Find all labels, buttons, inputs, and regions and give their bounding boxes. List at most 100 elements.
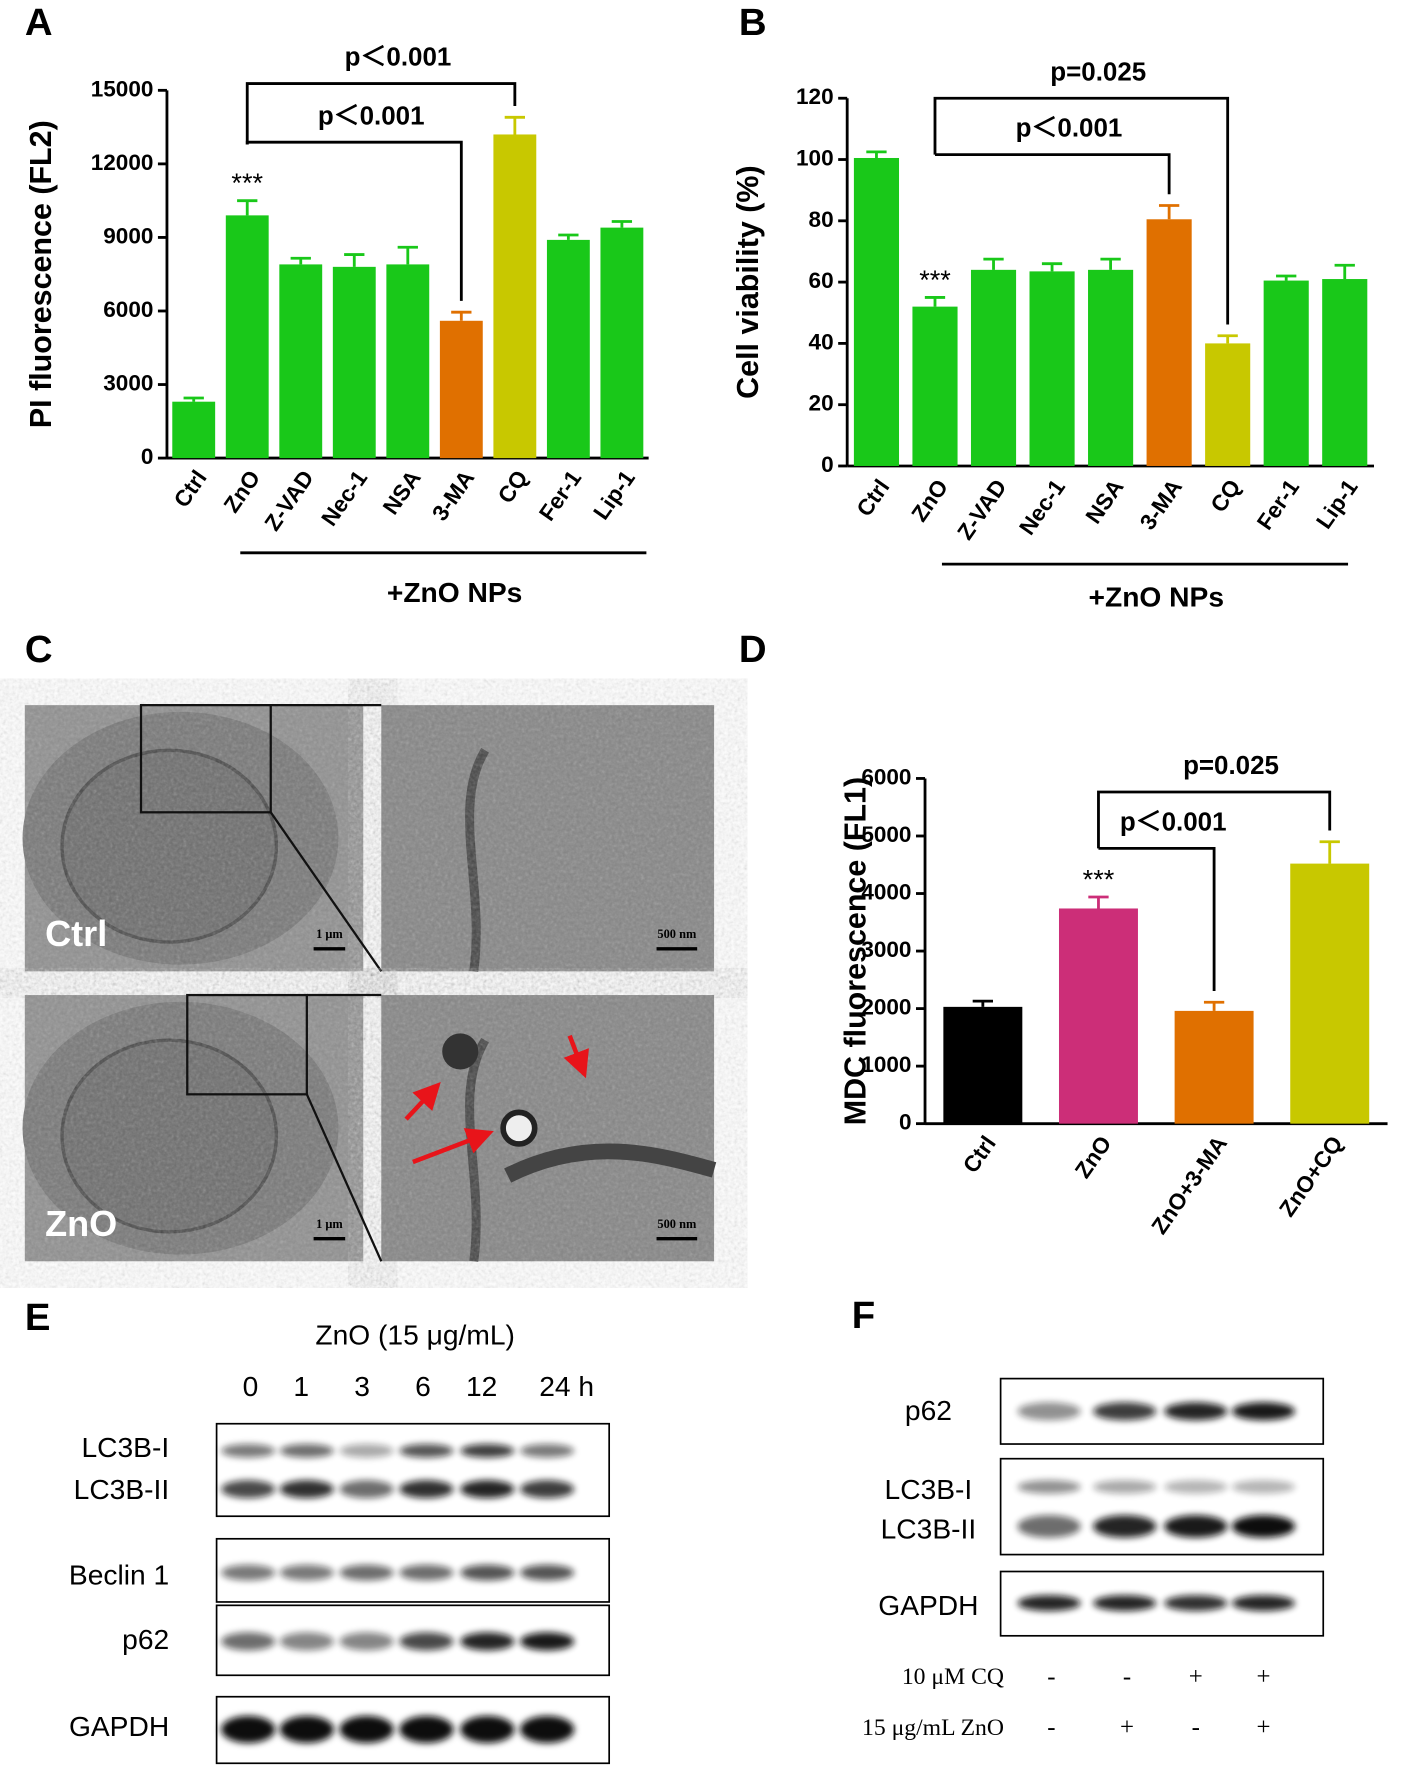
scale-bar-label: 1 μm [316, 1217, 343, 1231]
error-bar [1319, 840, 1340, 864]
p-value: p＜0.001 [1016, 115, 1123, 143]
group-label: +ZnO NPs [387, 576, 522, 608]
x-tick-label: Ctrl [958, 1131, 1001, 1177]
blot-band [520, 1564, 575, 1581]
bar [943, 1006, 1023, 1124]
lane-label: 6 [415, 1370, 431, 1402]
significance-bracket [245, 82, 517, 145]
blot-band [221, 1444, 276, 1458]
significance-bracket [933, 96, 1230, 325]
blot-band [339, 1715, 394, 1743]
red-arrow [404, 1081, 441, 1121]
blot-band [279, 1564, 334, 1581]
p-value: p＜0.001 [318, 102, 425, 130]
treatment-sign: + [1120, 1714, 1134, 1741]
error-bar [183, 396, 204, 402]
bar [1290, 863, 1370, 1124]
error-bar [1041, 262, 1063, 272]
lane-label: 3 [354, 1370, 370, 1402]
x-tick-label: ZnO+CQ [1274, 1131, 1347, 1221]
x-tick-label: NSA [378, 466, 426, 519]
y-tick-label: 1000 [861, 1052, 911, 1077]
bar [853, 157, 900, 466]
blot-band [399, 1480, 454, 1499]
blot-band [460, 1632, 515, 1651]
blot-band [339, 1564, 394, 1581]
treatment-sign: + [1256, 1663, 1270, 1690]
blot-band [460, 1480, 515, 1499]
x-tick-label: Fer-1 [1252, 475, 1304, 535]
row-label: LC3B-II [881, 1512, 977, 1544]
x-tick-label: Nec-1 [1014, 475, 1070, 540]
treatment-sign: - [1047, 1714, 1055, 1741]
y-tick-label: 3000 [103, 370, 153, 395]
blot-f: p62 LC3B-I LC3B-II GAPDH 10 μM CQ - - + +15 μg/m… [862, 1377, 1325, 1741]
bar [1058, 908, 1138, 1124]
p-value: p＜0.001 [345, 44, 452, 72]
error-bar [344, 253, 365, 267]
blot-band [1017, 1595, 1081, 1611]
autophagosome [442, 1033, 479, 1070]
x-tick-label: Ctrl [852, 475, 895, 521]
y-tick-label: 2000 [861, 995, 911, 1020]
bar [225, 215, 269, 459]
blot-band [279, 1715, 334, 1743]
panel-label: B [739, 1, 767, 44]
y-tick-label: 0 [141, 444, 154, 469]
blot-title: ZnO (15 μg/mL) [315, 1318, 515, 1350]
error-bar [451, 310, 472, 321]
blot-band [339, 1480, 394, 1499]
scale-bar-label: 500 nm [657, 927, 697, 941]
y-axis-title: Cell viability (%) [731, 165, 765, 398]
lane-label: 24 h [539, 1370, 594, 1402]
bar [439, 320, 483, 459]
lane-label: 1 [293, 1370, 309, 1402]
y-tick-label: 100 [796, 145, 834, 170]
red-arrow [563, 1034, 589, 1079]
panel-label: F [852, 1294, 875, 1337]
row-label: LC3B-II [74, 1473, 170, 1505]
blot-frame [215, 1422, 611, 1518]
x-tick-label: NSA [1081, 475, 1129, 528]
significance-bracket [934, 153, 1171, 195]
y-tick-label: 6000 [861, 764, 911, 789]
treatment-sign: - [1123, 1663, 1131, 1690]
scale-bar-label: 500 nm [657, 1217, 697, 1231]
row-label: Beclin 1 [69, 1559, 169, 1591]
significance-stars: *** [1083, 863, 1115, 894]
x-tick-label: ZnO [907, 475, 953, 526]
blot-band [460, 1444, 515, 1458]
x-tick-label: ZnO [219, 466, 265, 517]
bar [1263, 280, 1309, 466]
x-tick-label: Z-VAD [952, 475, 1011, 544]
blot-band [1231, 1402, 1296, 1421]
row-label: GAPDH [878, 1589, 978, 1621]
y-tick-label: 60 [809, 268, 834, 293]
error-bar [866, 150, 887, 158]
blot-band [339, 1632, 394, 1651]
x-tick-label: 3-MA [1135, 475, 1187, 534]
error-bar [1276, 274, 1297, 281]
tem-texture [381, 995, 715, 1262]
x-tick-label: Nec-1 [317, 466, 373, 531]
x-tick-label: CQ [493, 466, 533, 508]
blot-band [1164, 1515, 1228, 1538]
x-tick-label: CQ [1206, 475, 1246, 517]
bar [1174, 1010, 1254, 1124]
tem-texture [381, 705, 715, 972]
zoom-box [186, 993, 308, 1096]
error-bar [983, 257, 1004, 270]
bar [386, 264, 430, 459]
x-tick-label: ZnO+3-MA [1147, 1131, 1233, 1238]
error-bar [611, 220, 633, 228]
blot-band [1017, 1515, 1081, 1538]
error-bar [397, 245, 418, 265]
bar [332, 266, 376, 459]
significance-stars: *** [231, 167, 263, 198]
blot-band [399, 1715, 454, 1743]
blot-band [399, 1444, 454, 1458]
x-tick-label: ZnO [1070, 1131, 1116, 1182]
bar [912, 306, 958, 466]
